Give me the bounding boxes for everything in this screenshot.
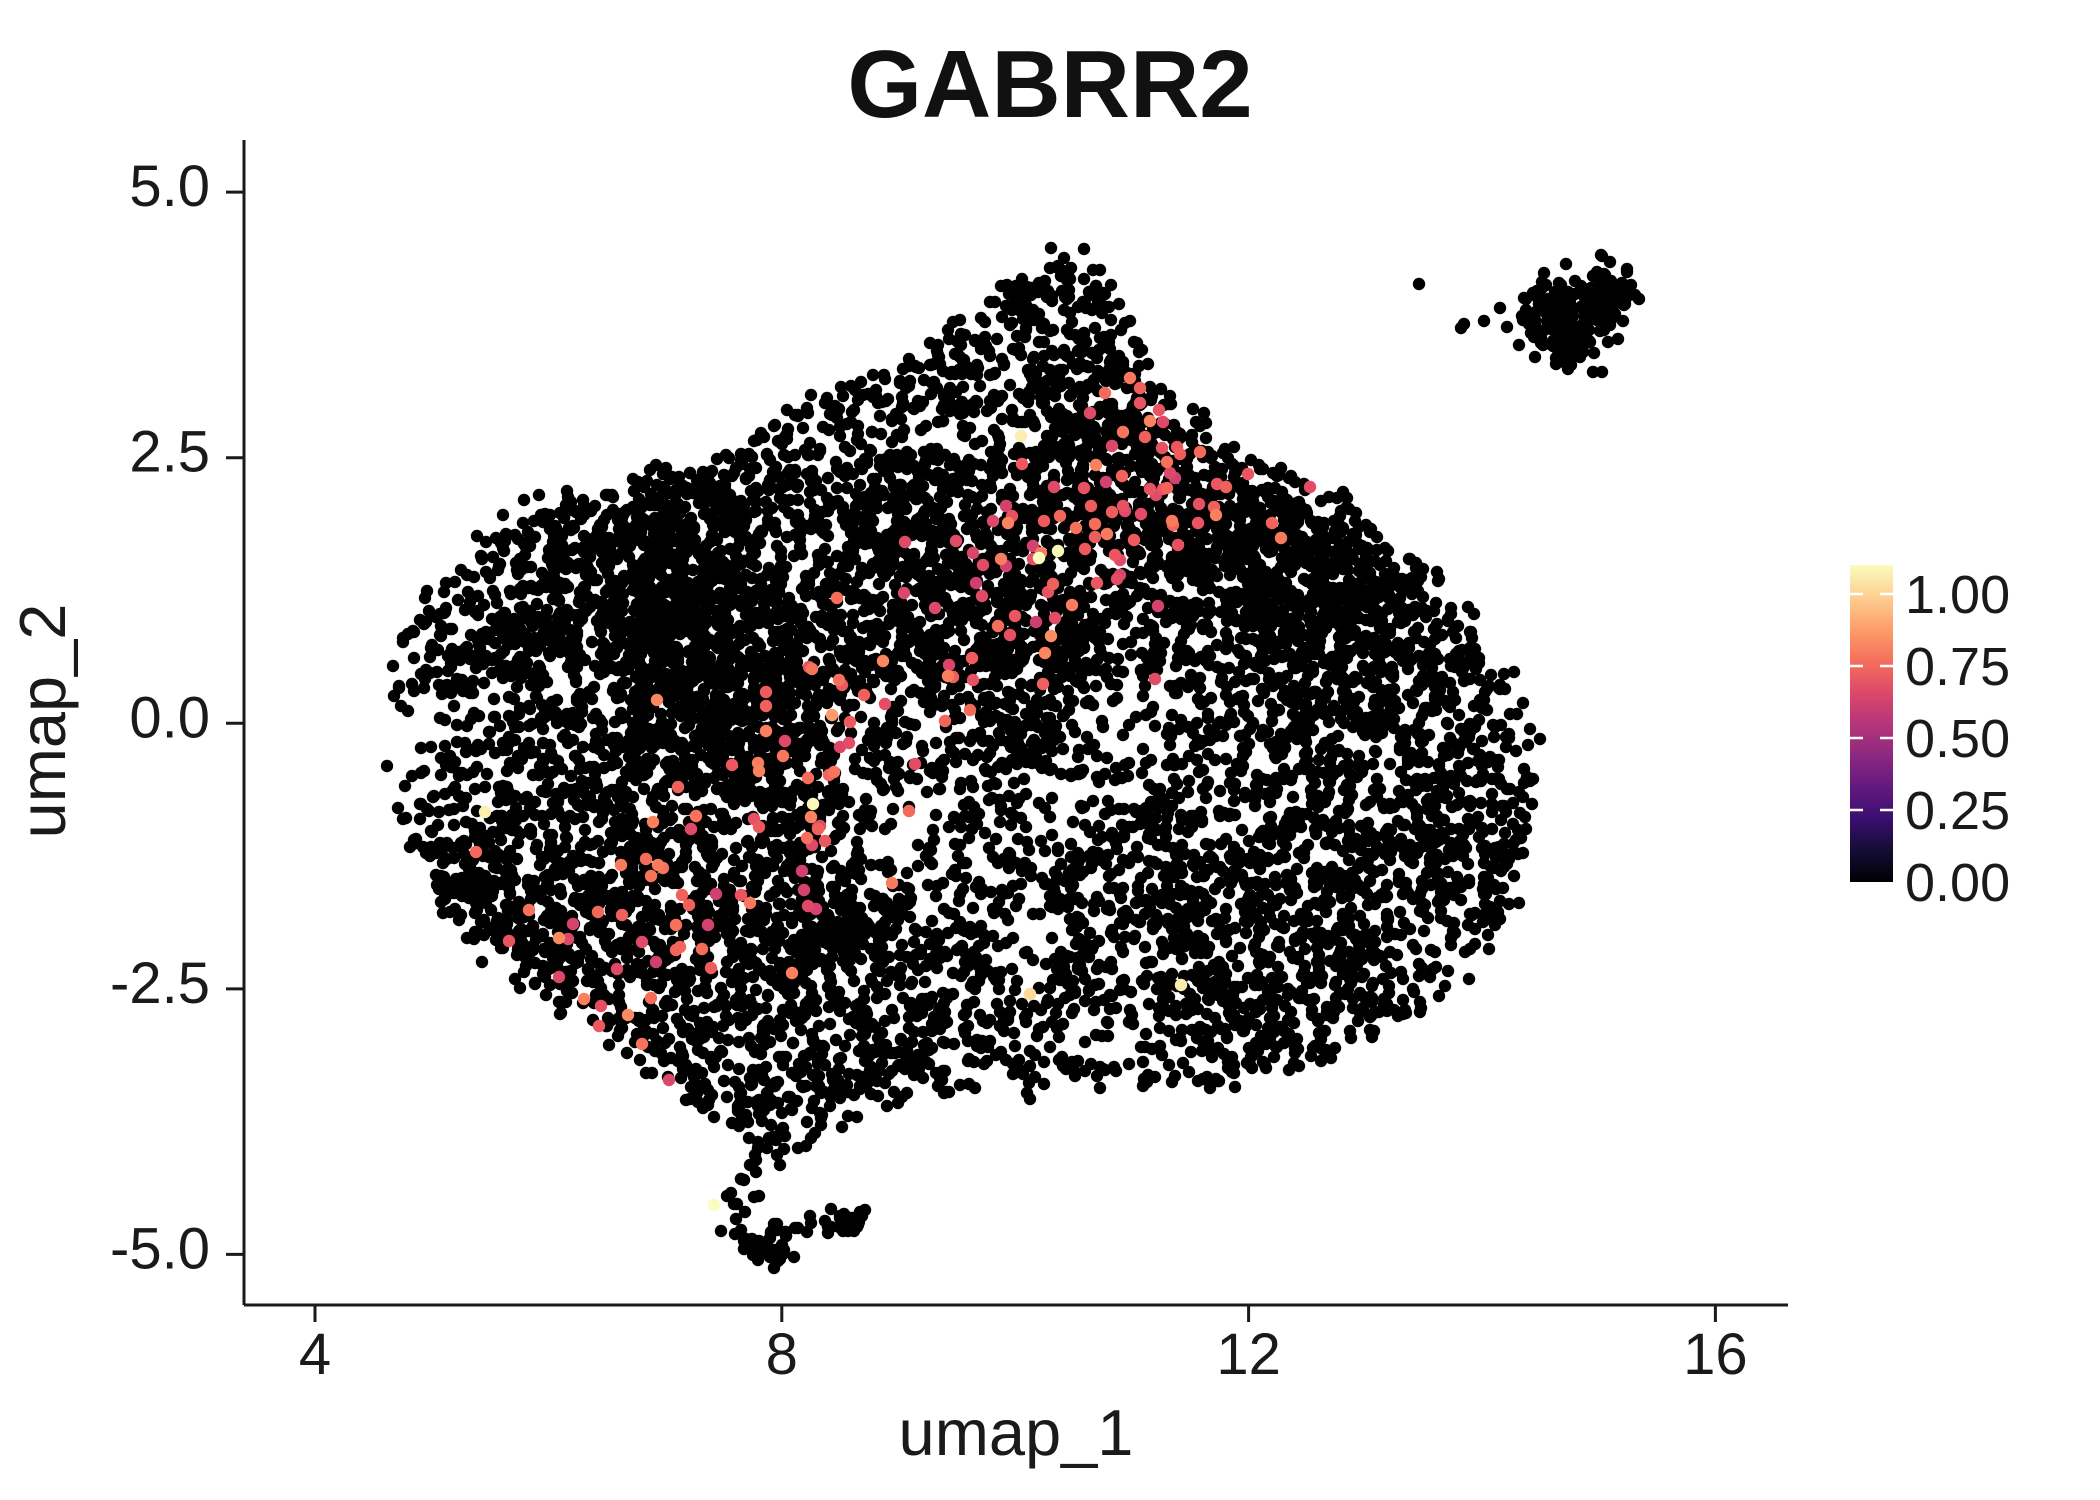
svg-text:5.0: 5.0 bbox=[129, 154, 210, 219]
svg-text:16: 16 bbox=[1683, 1322, 1748, 1387]
svg-text:12: 12 bbox=[1216, 1322, 1281, 1387]
svg-text:2.5: 2.5 bbox=[129, 420, 210, 485]
svg-text:0.0: 0.0 bbox=[129, 685, 210, 750]
svg-text:8: 8 bbox=[766, 1322, 798, 1387]
svg-text:umap_2: umap_2 bbox=[6, 604, 79, 839]
svg-text:-5.0: -5.0 bbox=[110, 1216, 210, 1281]
svg-text:-2.5: -2.5 bbox=[110, 951, 210, 1016]
svg-text:4: 4 bbox=[299, 1322, 331, 1387]
svg-text:umap_1: umap_1 bbox=[899, 1396, 1134, 1469]
